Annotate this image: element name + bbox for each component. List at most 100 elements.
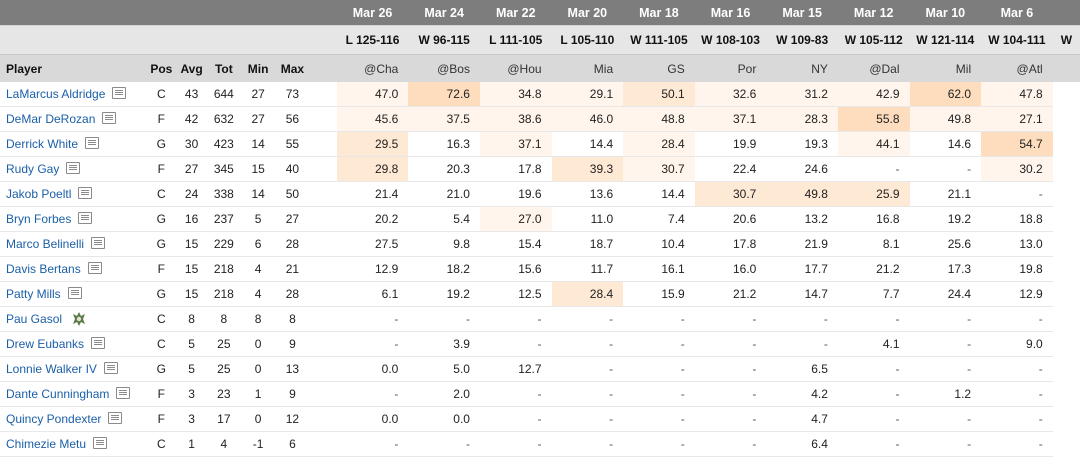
game-score-cell: - — [981, 431, 1053, 457]
game-date[interactable]: Mar 24 — [408, 0, 480, 26]
game-score-cell: 21.1 — [909, 181, 982, 207]
game-score-cell: 29.1 — [551, 82, 624, 107]
player-link[interactable]: Chimezie Metu — [6, 437, 87, 451]
game-score-cell: - — [909, 431, 982, 457]
game-score-cell: 22.4 — [694, 156, 767, 182]
player-link[interactable]: Derrick White — [6, 137, 79, 151]
game-score-cell: 46.0 — [551, 106, 624, 132]
game-score-cell: 21.0 — [408, 181, 480, 207]
game-date[interactable]: Mar 22 — [479, 0, 552, 26]
game-result[interactable]: W 109-83 — [766, 25, 838, 55]
game-score-cell: 19.3 — [766, 131, 838, 157]
player-card-icon[interactable] — [78, 187, 93, 199]
player-link[interactable]: LaMarcus Aldridge — [6, 87, 106, 101]
game-date[interactable]: Mar 6 — [981, 0, 1053, 26]
player-card-icon[interactable] — [87, 262, 102, 274]
game-date[interactable]: Mar 18 — [623, 0, 695, 26]
game-result[interactable]: W 108-103 — [694, 25, 767, 55]
player-card-icon[interactable] — [102, 112, 117, 124]
game-result[interactable]: W 96-115 — [408, 25, 480, 55]
player-tot: 4 — [206, 431, 241, 457]
game-score-cell: 31.2 — [766, 82, 838, 107]
game-opponent[interactable]: GS — [623, 54, 695, 82]
player-link[interactable]: Rudy Gay — [6, 162, 60, 176]
player-pos: C — [146, 431, 177, 457]
game-opponent[interactable]: @Atl — [981, 54, 1053, 82]
game-opponent[interactable]: Mil — [909, 54, 982, 82]
game-date[interactable]: Mar 12 — [837, 0, 910, 26]
player-card-icon[interactable] — [66, 162, 81, 174]
game-date[interactable]: Mar 15 — [766, 0, 838, 26]
game-result[interactable]: L 111-105 — [479, 25, 552, 55]
player-link[interactable]: Lonnie Walker IV — [6, 362, 97, 376]
column-header-max[interactable]: Max — [275, 54, 310, 82]
game-result[interactable]: W 121-114 — [909, 25, 982, 55]
game-score-cell: 50.1 — [623, 82, 695, 107]
game-result[interactable]: W 104-111 — [981, 25, 1053, 55]
player-min: 5 — [240, 206, 276, 232]
game-score-cell: 28.3 — [766, 106, 838, 132]
game-opponent[interactable]: @Dal — [837, 54, 910, 82]
row-tail — [1053, 157, 1080, 182]
player-link[interactable]: Pau Gasol — [6, 312, 63, 326]
game-score-cell: - — [336, 306, 409, 332]
column-header-pos[interactable]: Pos — [146, 54, 177, 82]
game-result[interactable]: L 105-110 — [551, 25, 624, 55]
player-card-icon[interactable] — [103, 362, 118, 374]
player-card-icon[interactable] — [78, 212, 93, 224]
player-pos: G — [146, 231, 177, 257]
player-card-icon[interactable] — [85, 137, 100, 149]
player-avg: 27 — [176, 156, 207, 182]
game-opponent[interactable]: NY — [766, 54, 838, 82]
game-score-cell: 5.4 — [408, 206, 480, 232]
game-date[interactable]: Mar 20 — [551, 0, 624, 26]
column-header-tot[interactable]: Tot — [206, 54, 241, 82]
game-score-cell: 19.2 — [408, 281, 480, 307]
column-header-avg[interactable]: Avg — [176, 54, 207, 82]
player-avg: 3 — [176, 381, 207, 407]
player-link[interactable]: Dante Cunningham — [6, 387, 110, 401]
player-tot: 338 — [206, 181, 241, 207]
player-card-icon[interactable] — [93, 437, 108, 449]
player-card-icon[interactable] — [108, 412, 123, 424]
game-score-cell: 12.5 — [479, 281, 552, 307]
player-link[interactable]: Drew Eubanks — [6, 337, 85, 351]
game-opponent[interactable]: @Cha — [336, 54, 409, 82]
game-opponent[interactable]: @Hou — [479, 54, 552, 82]
game-opponent[interactable]: Mia — [551, 54, 624, 82]
player-link[interactable]: Bryn Forbes — [6, 212, 72, 226]
game-result[interactable]: W 105-112 — [837, 25, 910, 55]
player-link[interactable]: Patty Mills — [6, 287, 61, 301]
game-date[interactable]: Mar 16 — [694, 0, 767, 26]
game-score-cell: 6.5 — [766, 356, 838, 382]
game-date[interactable]: Mar 26 — [336, 0, 409, 26]
game-date[interactable]: Mar 10 — [909, 0, 982, 26]
player-avg: 15 — [176, 281, 207, 307]
player-card-icon[interactable] — [67, 287, 82, 299]
game-score-cell: 49.8 — [909, 106, 982, 132]
game-score-cell: 7.4 — [623, 206, 695, 232]
game-score-cell: 15.6 — [479, 256, 552, 282]
table-row: Derrick White G 30 423 14 55 29.5 16.3 37.1 14.4 2… — [0, 131, 1080, 157]
column-header-min[interactable]: Min — [240, 54, 276, 82]
player-link[interactable]: Quincy Pondexter — [6, 412, 102, 426]
game-result[interactable]: W 111-105 — [623, 25, 695, 55]
game-opponent[interactable]: Por — [694, 54, 767, 82]
player-link[interactable]: DeMar DeRozan — [6, 112, 96, 126]
player-tot: 229 — [206, 231, 241, 257]
row-spacer — [309, 331, 337, 357]
player-link[interactable]: Davis Bertans — [6, 262, 81, 276]
player-card-icon[interactable] — [116, 387, 131, 399]
player-link[interactable]: Marco Belinelli — [6, 237, 85, 251]
game-score-cell: 18.7 — [551, 231, 624, 257]
game-score-cell: - — [623, 306, 695, 332]
player-card-icon[interactable] — [112, 87, 127, 99]
player-link[interactable]: Jakob Poeltl — [6, 187, 72, 201]
player-avg: 42 — [176, 106, 207, 132]
game-score-cell: 19.9 — [694, 131, 767, 157]
player-card-icon[interactable] — [91, 337, 106, 349]
player-card-icon[interactable] — [91, 237, 106, 249]
column-header-player[interactable]: Player — [0, 54, 147, 82]
game-opponent[interactable]: @Bos — [408, 54, 480, 82]
game-result[interactable]: L 125-116 — [336, 25, 409, 55]
